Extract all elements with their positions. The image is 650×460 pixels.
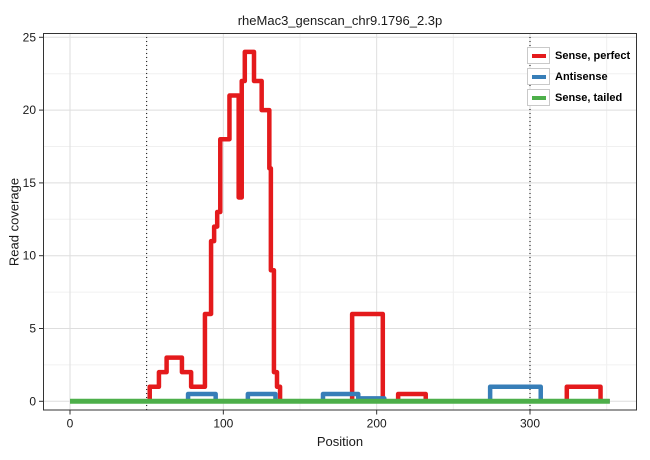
x-axis-title: Position — [316, 434, 364, 449]
x-tick-label: 300 — [520, 417, 540, 431]
x-tick-label: 200 — [367, 417, 387, 431]
legend-label: Sense, perfect — [555, 49, 631, 62]
legend-label: Antisense — [555, 70, 608, 83]
legend-key-line-icon — [531, 95, 546, 100]
legend: Sense, perfect Antisense Sense, tailed — [527, 47, 630, 110]
legend-key-box — [527, 68, 550, 85]
legend-key-line-icon — [531, 53, 546, 58]
series-line-antisense — [70, 384, 610, 404]
panel-border — [43, 33, 637, 411]
y-tick-label: 10 — [23, 249, 37, 263]
y-tick-label: 5 — [29, 322, 36, 336]
dotted-boundary-lines — [146, 33, 531, 411]
legend-item-sense-perfect: Sense, perfect — [527, 47, 630, 64]
chart-title: rheMac3_genscan_chr9.1796_2.3p — [237, 13, 443, 28]
legend-key-box — [527, 89, 550, 106]
legend-key-line-icon — [531, 74, 546, 79]
axis-ticks — [39, 36, 531, 415]
x-tick-label: 0 — [67, 417, 74, 431]
y-tick-label: 20 — [23, 103, 37, 117]
legend-key-box — [527, 47, 550, 64]
y-tick-label: 0 — [29, 394, 36, 408]
series-line-sense-perfect — [70, 49, 610, 404]
axis-tick-labels: 0 100 200 300 0 5 10 15 20 25 — [23, 30, 541, 430]
data-series — [70, 49, 610, 404]
y-tick-label: 25 — [23, 30, 37, 44]
legend-label: Sense, tailed — [555, 91, 623, 104]
minor-gridlines — [43, 33, 637, 411]
legend-item-sense-tailed: Sense, tailed — [527, 89, 630, 106]
y-tick-label: 15 — [23, 176, 37, 190]
legend-item-antisense: Antisense — [527, 68, 630, 85]
y-axis-title: Read coverage — [6, 177, 22, 267]
x-tick-label: 100 — [213, 417, 233, 431]
